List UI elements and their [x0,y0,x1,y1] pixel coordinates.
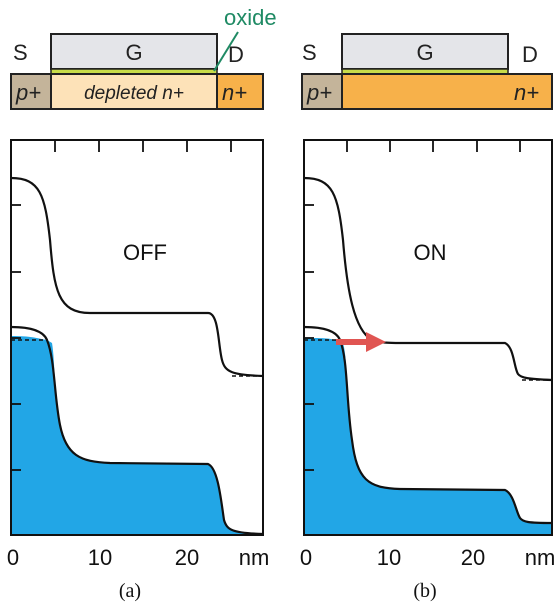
conduction-band-a [10,176,264,378]
x-tick-10-a: 10 [88,545,112,570]
oxide-label: oxide [224,5,277,30]
x-tick-0-b: 0 [300,545,312,570]
panel-a: S G D oxide p+ depleted n+ n+ OFF [7,5,277,602]
x-unit-b: nm [525,545,556,570]
x-tick-20-a: 20 [175,545,199,570]
gate-label-b: G [416,40,433,65]
n-label-a: n+ [222,80,247,105]
tunneling-arrow [336,332,386,352]
electron-fill-a [11,336,263,535]
n-region-b [341,73,553,110]
gate-label-a: G [125,40,142,65]
gate-a [50,33,218,70]
source-label-a: S [13,40,28,65]
band-diagram-b: ON 0 10 20 nm [300,139,556,570]
p-label-b: p+ [306,80,332,105]
state-label-off: OFF [123,240,167,265]
x-unit-a: nm [239,545,270,570]
n-region-a [216,73,264,110]
drain-label-a: D [228,42,244,67]
panel-b: S G D p+ n+ ON [300,33,556,602]
oxide-pointer-line [213,31,239,72]
x-tick-10-b: 10 [377,545,401,570]
p-region-a [10,73,52,110]
device-b: S G D p+ n+ [301,33,553,110]
ticks-a [11,140,232,471]
electron-fill-b [304,338,552,535]
gate-b [341,33,509,70]
x-tick-20-b: 20 [461,545,485,570]
x-tick-0-a: 0 [7,545,19,570]
source-label-b: S [302,40,317,65]
n-label-b: n+ [514,80,539,105]
caption-a: (a) [119,580,141,602]
state-label-on: ON [414,240,447,265]
p-label-a: p+ [15,80,41,105]
device-a: S G D oxide p+ depleted n+ n+ [10,5,277,110]
drain-label-b: D [522,42,538,67]
band-diagram-a: OFF 0 10 20 nm [7,139,270,570]
depleted-label-a: depleted n+ [84,83,184,104]
ticks-b [304,140,521,471]
caption-b: (b) [413,580,436,602]
